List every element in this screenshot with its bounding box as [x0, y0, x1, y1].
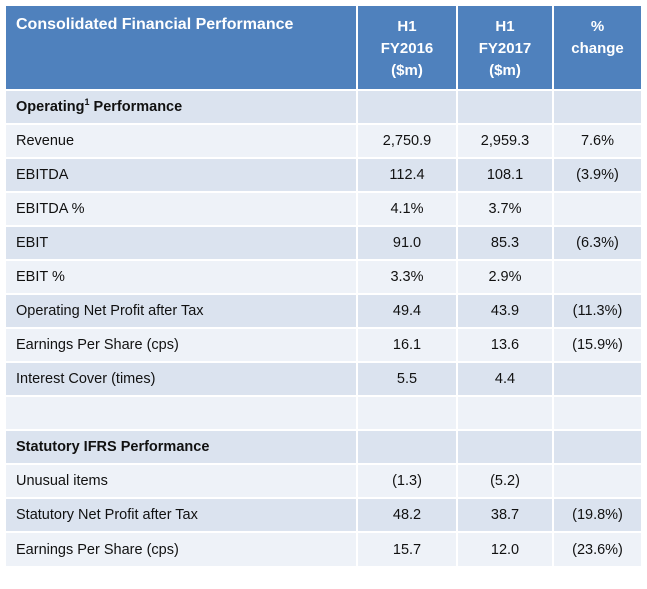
empty-cell — [457, 89, 554, 124]
row-label: EBITDA % — [6, 191, 358, 226]
financial-performance-table-container: Consolidated Financial Performance H1 FY… — [6, 6, 641, 566]
value-fy2017: 2,959.3 — [457, 123, 554, 158]
row-label: Earnings Per Share (cps) — [6, 327, 358, 362]
table-row-statutory-npat: Statutory Net Profit after Tax 48.2 38.7… — [6, 497, 641, 532]
table-row-operating-eps: Earnings Per Share (cps) 16.1 13.6 (15.9… — [6, 327, 641, 362]
value-fy2016: 49.4 — [357, 293, 458, 328]
row-label: Unusual items — [6, 463, 358, 498]
value-fy2016: 16.1 — [357, 327, 458, 362]
empty-cell — [553, 89, 641, 124]
table-row-ebit: EBIT 91.0 85.3 (6.3%) — [6, 225, 641, 260]
table-row-spacer — [6, 395, 641, 430]
value-fy2016: 48.2 — [357, 497, 458, 532]
section-row-operating: Operating1 Performance — [6, 89, 641, 124]
row-label: EBIT — [6, 225, 358, 260]
table-row-ebitda-pct: EBITDA % 4.1% 3.7% — [6, 191, 641, 226]
header-percent-change: % change — [553, 6, 641, 90]
value-change — [553, 259, 641, 294]
value-fy2016: (1.3) — [357, 463, 458, 498]
empty-cell — [357, 395, 458, 430]
section-label-operating: Operating1 Performance — [6, 89, 358, 124]
value-fy2017: 38.7 — [457, 497, 554, 532]
value-change — [553, 361, 641, 396]
empty-cell — [457, 395, 554, 430]
financial-performance-table: Consolidated Financial Performance H1 FY… — [6, 6, 641, 566]
row-label: Earnings Per Share (cps) — [6, 531, 358, 566]
empty-cell — [553, 429, 641, 464]
section-row-statutory: Statutory IFRS Performance — [6, 429, 641, 464]
footnote-marker: 1 — [84, 97, 90, 108]
header-h1-fy2017: H1 FY2017 ($m) — [457, 6, 554, 90]
value-fy2017: (5.2) — [457, 463, 554, 498]
empty-cell — [6, 395, 358, 430]
header-h1-fy2016-line3: ($m) — [391, 62, 423, 79]
section-label-operating-suffix: Performance — [89, 99, 183, 115]
header-h1-fy2016-line1: H1 — [397, 18, 417, 35]
value-fy2017: 4.4 — [457, 361, 554, 396]
header-percent-change-line2: change — [571, 40, 624, 57]
empty-cell — [457, 429, 554, 464]
value-fy2017: 108.1 — [457, 157, 554, 192]
value-change: (15.9%) — [553, 327, 641, 362]
value-fy2017: 3.7% — [457, 191, 554, 226]
value-change: (23.6%) — [553, 531, 641, 566]
empty-cell — [553, 395, 641, 430]
value-change — [553, 463, 641, 498]
value-fy2017: 12.0 — [457, 531, 554, 566]
value-fy2017: 43.9 — [457, 293, 554, 328]
value-fy2016: 2,750.9 — [357, 123, 458, 158]
section-label-statutory: Statutory IFRS Performance — [6, 429, 358, 464]
value-change: (6.3%) — [553, 225, 641, 260]
table-row-ebitda: EBITDA 112.4 108.1 (3.9%) — [6, 157, 641, 192]
row-label: Revenue — [6, 123, 358, 158]
table-title: Consolidated Financial Performance — [6, 6, 358, 90]
value-fy2016: 112.4 — [357, 157, 458, 192]
header-percent-change-line1: % — [590, 18, 605, 35]
table-row-unusual-items: Unusual items (1.3) (5.2) — [6, 463, 641, 498]
value-fy2017: 85.3 — [457, 225, 554, 260]
header-h1-fy2017-line1: H1 — [495, 18, 515, 35]
row-label: Statutory Net Profit after Tax — [6, 497, 358, 532]
value-change: (11.3%) — [553, 293, 641, 328]
value-fy2016: 3.3% — [357, 259, 458, 294]
header-h1-fy2016: H1 FY2016 ($m) — [357, 6, 458, 90]
table-row-ebit-pct: EBIT % 3.3% 2.9% — [6, 259, 641, 294]
table-row-statutory-eps: Earnings Per Share (cps) 15.7 12.0 (23.6… — [6, 531, 641, 566]
value-fy2016: 15.7 — [357, 531, 458, 566]
row-label: EBIT % — [6, 259, 358, 294]
row-label: Interest Cover (times) — [6, 361, 358, 396]
empty-cell — [357, 89, 458, 124]
header-h1-fy2016-line2: FY2016 — [380, 40, 434, 57]
table-row-operating-npat: Operating Net Profit after Tax 49.4 43.9… — [6, 293, 641, 328]
value-change: (19.8%) — [553, 497, 641, 532]
header-h1-fy2017-line2: FY2017 — [478, 40, 532, 57]
value-fy2017: 13.6 — [457, 327, 554, 362]
value-fy2016: 5.5 — [357, 361, 458, 396]
table-row-interest-cover: Interest Cover (times) 5.5 4.4 — [6, 361, 641, 396]
empty-cell — [357, 429, 458, 464]
table-header-row: Consolidated Financial Performance H1 FY… — [6, 6, 641, 90]
header-h1-fy2017-line3: ($m) — [489, 62, 521, 79]
value-fy2016: 4.1% — [357, 191, 458, 226]
table-row-revenue: Revenue 2,750.9 2,959.3 7.6% — [6, 123, 641, 158]
value-change — [553, 191, 641, 226]
value-fy2016: 91.0 — [357, 225, 458, 260]
value-change: 7.6% — [553, 123, 641, 158]
value-fy2017: 2.9% — [457, 259, 554, 294]
row-label: EBITDA — [6, 157, 358, 192]
row-label: Operating Net Profit after Tax — [6, 293, 358, 328]
section-label-operating-text: Operating — [16, 99, 85, 115]
value-change: (3.9%) — [553, 157, 641, 192]
